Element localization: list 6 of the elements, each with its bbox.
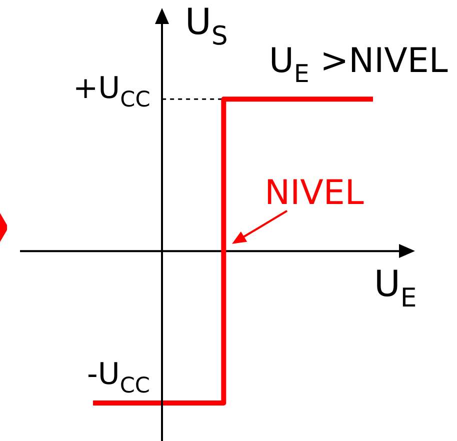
ref-line-label: +U$_{CC}$: [73, 70, 150, 112]
x-axis-title: U$_{E}$: [374, 264, 417, 313]
text: U$_{E}$ >NIVEL: [269, 41, 448, 88]
y-axis-title: U$_{S}$: [185, 2, 228, 51]
annotation: -U$_{CC}$: [87, 356, 150, 398]
annotation: NIVEL: [264, 173, 364, 214]
